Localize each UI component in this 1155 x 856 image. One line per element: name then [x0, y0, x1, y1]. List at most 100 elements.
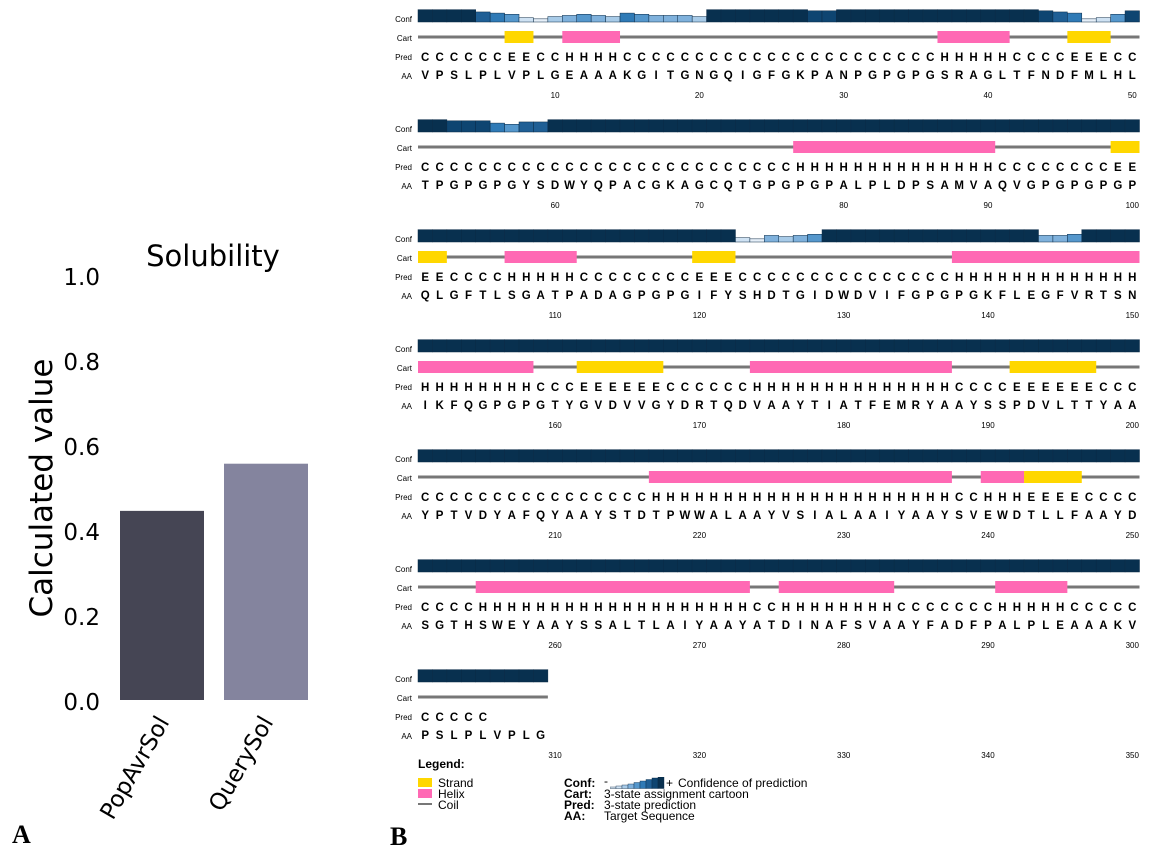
strand-segment: [504, 31, 534, 43]
pred-letter: C: [941, 272, 949, 284]
aa-letter: F: [523, 510, 530, 522]
aa-letter: A: [565, 510, 573, 522]
aa-letter: F: [1071, 70, 1078, 82]
aa-letter: R: [955, 70, 964, 82]
pred-letter: C: [638, 492, 646, 504]
confidence-bar: [489, 122, 505, 133]
strand-segment: [1110, 141, 1140, 153]
confidence-bar: [475, 11, 491, 23]
bars: [120, 463, 308, 700]
pred-letter: C: [1114, 382, 1122, 394]
aa-letter: A: [580, 70, 588, 82]
confidence-bar: [1038, 235, 1054, 243]
confidence-bar: [1023, 9, 1039, 23]
pred-letter: C: [926, 272, 934, 284]
aa-letter: P: [522, 70, 530, 82]
pred-letter: C: [1128, 382, 1136, 394]
aa-letter: A: [998, 620, 1006, 632]
confidence-bar: [893, 339, 909, 353]
confidence-bar: [619, 339, 635, 353]
pred-letter: C: [681, 382, 689, 394]
confidence-bar: [1067, 234, 1083, 243]
pred-letter: H: [912, 382, 920, 394]
aa-letter: T: [710, 400, 717, 412]
pred-letter: E: [595, 382, 603, 394]
confidence-bar: [518, 121, 534, 133]
aa-letter: E: [1027, 290, 1035, 302]
aa-letter: W: [838, 290, 849, 302]
aa-letter: H: [753, 290, 761, 302]
confidence-bar: [735, 449, 751, 463]
aa-letter: G: [522, 290, 531, 302]
pred-letter: H: [941, 382, 949, 394]
legend-coil-label: Coil: [438, 798, 459, 812]
aa-letter: G: [450, 180, 459, 192]
aa-letter: D: [551, 180, 559, 192]
pred-letter: C: [1085, 162, 1093, 174]
y-tick-label-1: 0.2: [63, 605, 100, 631]
confidence-bar: [951, 559, 967, 573]
confidence-bar: [562, 559, 577, 573]
pred-letter: H: [1070, 272, 1078, 284]
aa-letter: Q: [724, 70, 733, 82]
confidence-bar: [518, 669, 534, 683]
confidence-bar: [1095, 339, 1111, 353]
confidence-bar: [1067, 12, 1083, 23]
confidence-bar: [879, 119, 895, 133]
confidence-bar: [691, 449, 707, 463]
aa-letter: Q: [594, 180, 603, 192]
pred-letter: C: [767, 52, 775, 64]
strand-segment: [1067, 31, 1111, 43]
aa-letter: V: [970, 180, 978, 192]
aa-letter: A: [840, 400, 848, 412]
confidence-bar: [735, 237, 751, 243]
confidence-bar: [1067, 449, 1083, 463]
aa-letter: Y: [970, 400, 978, 412]
confidence-bar: [1023, 229, 1039, 243]
confidence-bar: [461, 339, 476, 353]
pred-letter: C: [1099, 492, 1107, 504]
confidence-bar: [778, 559, 794, 573]
confidence-bar: [634, 14, 650, 23]
aa-letter: G: [940, 290, 949, 302]
confidence-bar: [417, 9, 433, 23]
pred-letter: H: [941, 52, 949, 64]
confidence-bar: [735, 119, 751, 133]
position-tick-label: 140: [981, 311, 995, 320]
confidence-bar: [677, 339, 693, 353]
pred-letter: C: [1013, 52, 1021, 64]
legend-conf-desc: Confidence of prediction: [678, 776, 808, 790]
aa-letter: L: [624, 620, 631, 632]
row-label-conf: Conf: [395, 15, 413, 24]
confidence-bar: [821, 449, 837, 463]
aa-letter: T: [768, 620, 775, 632]
aa-letter: Y: [421, 510, 429, 522]
aa-letter: V: [508, 70, 516, 82]
pred-letter: C: [594, 272, 602, 284]
pred-letter: H: [840, 382, 848, 394]
secondary-structure-plot: ConfCartPredAACVCPCSCLCPCLEVEPCLCGHEHAHA…: [395, 9, 1140, 760]
confidence-bar: [677, 15, 693, 23]
pred-letter: E: [1042, 382, 1050, 394]
confidence-bar: [1023, 559, 1039, 573]
pred-letter: C: [969, 382, 977, 394]
pred-letter: H: [1042, 602, 1050, 614]
confidence-bar: [432, 9, 448, 23]
pred-letter: C: [508, 162, 516, 174]
pred-letter: H: [594, 602, 602, 614]
confidence-bar: [966, 559, 982, 573]
pred-letter: C: [435, 492, 443, 504]
aa-letter: Q: [998, 180, 1007, 192]
aa-letter: V: [1071, 290, 1079, 302]
aa-letter: P: [1071, 180, 1079, 192]
aa-letter: D: [594, 290, 602, 302]
confidence-bar: [562, 229, 577, 243]
aa-letter: A: [969, 70, 977, 82]
aa-letter: A: [1128, 400, 1136, 412]
confidence-bar: [706, 229, 722, 243]
aa-letter: A: [551, 620, 559, 632]
pred-letter: C: [695, 52, 703, 64]
aa-letter: G: [551, 70, 560, 82]
confidence-bar: [836, 9, 852, 23]
position-tick-label: 60: [551, 201, 560, 210]
